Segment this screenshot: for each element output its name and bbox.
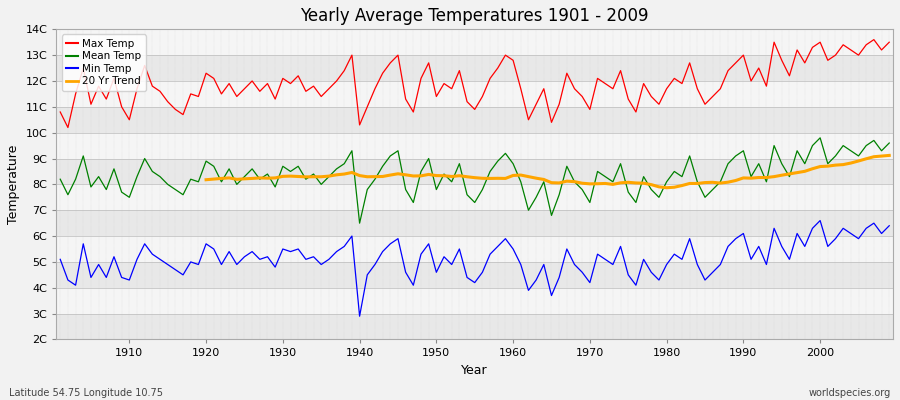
- Bar: [57, 158, 893, 184]
- Bar: [57, 262, 893, 288]
- Bar: [57, 288, 893, 314]
- Bar: [57, 29, 893, 55]
- Bar: [57, 81, 893, 107]
- Bar: [57, 236, 893, 262]
- X-axis label: Year: Year: [462, 364, 488, 377]
- Title: Yearly Average Temperatures 1901 - 2009: Yearly Average Temperatures 1901 - 2009: [301, 7, 649, 25]
- Bar: [57, 314, 893, 340]
- Bar: [57, 210, 893, 236]
- Bar: [57, 55, 893, 81]
- Y-axis label: Temperature: Temperature: [7, 145, 20, 224]
- Text: Latitude 54.75 Longitude 10.75: Latitude 54.75 Longitude 10.75: [9, 388, 163, 398]
- Bar: [57, 107, 893, 133]
- Text: worldspecies.org: worldspecies.org: [809, 388, 891, 398]
- Legend: Max Temp, Mean Temp, Min Temp, 20 Yr Trend: Max Temp, Mean Temp, Min Temp, 20 Yr Tre…: [61, 34, 146, 91]
- Bar: [57, 133, 893, 158]
- Bar: [57, 184, 893, 210]
